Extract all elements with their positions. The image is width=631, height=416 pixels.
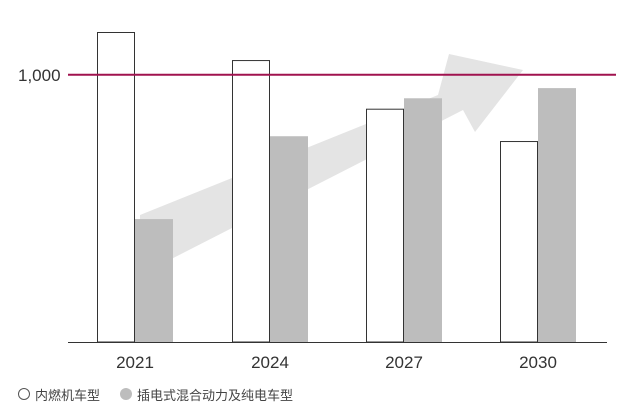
bar-ice-2024: [232, 60, 270, 343]
bar-ice-2027: [366, 108, 404, 343]
x-tick-label-2027: 2027: [385, 353, 423, 372]
trend-arrow: [140, 54, 523, 275]
legend-item-ice: 内燃机车型: [18, 385, 100, 404]
x-tick-label-2030: 2030: [519, 353, 557, 372]
bar-ev-2021: [135, 219, 173, 342]
x-tick-label-2024: 2024: [251, 353, 289, 372]
legend-item-ev: 插电式混合动力及纯电车型: [120, 385, 293, 404]
bar-ice-2030: [500, 141, 538, 343]
legend: 内燃机车型 插电式混合动力及纯电车型: [18, 384, 313, 404]
y-tick-label: 1,000: [18, 66, 61, 85]
bar-ev-2027: [404, 98, 442, 342]
bar-ev-2030: [538, 88, 576, 342]
x-tick-label-2021: 2021: [116, 353, 154, 372]
legend-swatch-ice: [18, 388, 30, 400]
legend-swatch-ev: [120, 388, 133, 400]
bar-ev-2024: [270, 136, 308, 342]
legend-label-ice: 内燃机车型: [35, 387, 101, 403]
legend-label-ev: 插电式混合动力及纯电车型: [137, 387, 294, 403]
bar-ice-2021: [97, 32, 135, 343]
